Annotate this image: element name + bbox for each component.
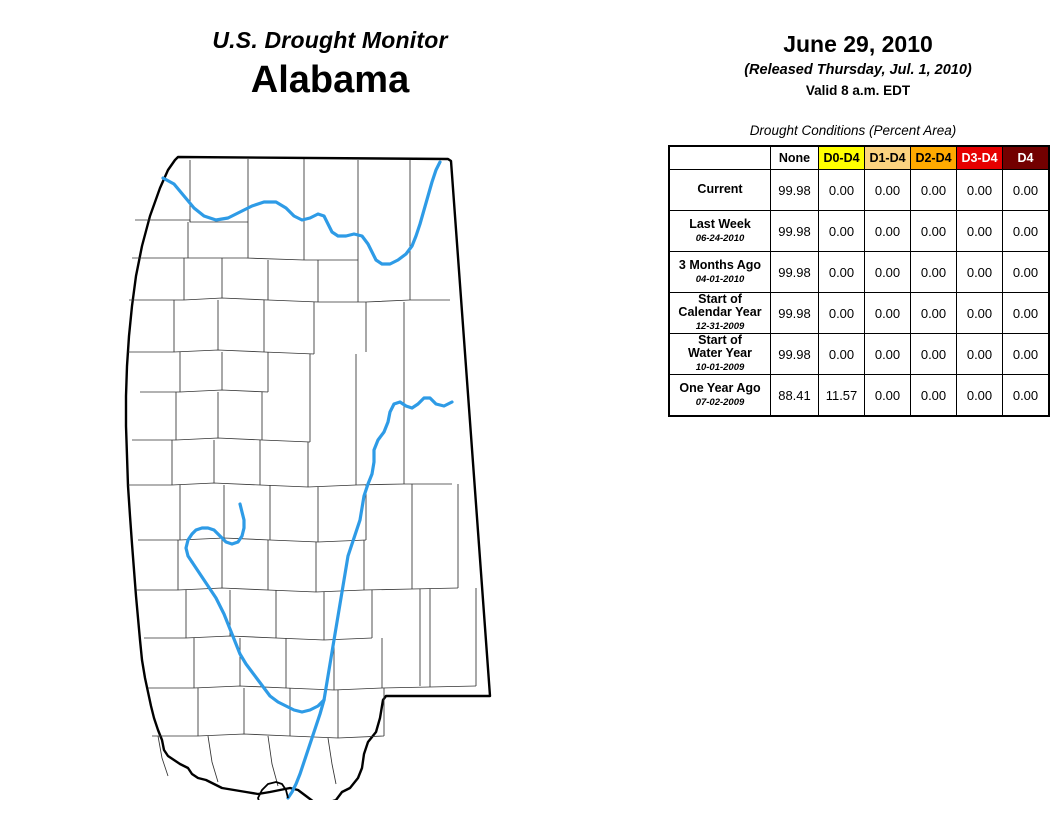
table-row: 3 Months Ago 04-01-2010 99.98 0.00 0.00 … bbox=[668, 251, 1050, 293]
alabama-map-svg bbox=[124, 155, 492, 800]
cell-d0-d4: 0.00 bbox=[818, 169, 865, 211]
column-header-d1-d4: D1-D4 bbox=[864, 145, 911, 170]
program-title: U.S. Drought Monitor bbox=[212, 27, 448, 53]
valid-time: Valid 8 a.m. EDT bbox=[805, 83, 911, 98]
header-spacer bbox=[669, 146, 771, 170]
cell-d1-d4: 0.00 bbox=[864, 210, 911, 252]
row-date: 06-24-2010 bbox=[695, 232, 745, 244]
row-name: Start of Water Year bbox=[688, 333, 752, 360]
cell-d4: 0.00 bbox=[1002, 374, 1050, 417]
cell-d4: 0.00 bbox=[1002, 169, 1050, 211]
cell-none: 88.41 bbox=[770, 374, 819, 417]
cell-none: 99.98 bbox=[770, 292, 819, 334]
released-date: (Released Thursday, Jul. 1, 2010) bbox=[744, 62, 972, 78]
row-name: Start of Calendar Year bbox=[678, 292, 762, 319]
cell-d2-d4: 0.00 bbox=[910, 333, 957, 375]
cell-d2-d4: 0.00 bbox=[910, 210, 957, 252]
cell-d3-d4: 0.00 bbox=[956, 169, 1003, 211]
title-block: U.S. Drought Monitor Alabama bbox=[0, 26, 660, 104]
info-panel: June 29, 2010 (Released Thursday, Jul. 1… bbox=[660, 0, 1056, 816]
cell-d0-d4: 11.57 bbox=[818, 374, 865, 417]
cell-d2-d4: 0.00 bbox=[910, 169, 957, 211]
table-row: Current 99.98 0.00 0.00 0.00 0.00 0.00 bbox=[668, 169, 1050, 211]
cell-d3-d4: 0.00 bbox=[956, 251, 1003, 293]
cell-d4: 0.00 bbox=[1002, 251, 1050, 293]
cell-d3-d4: 0.00 bbox=[956, 210, 1003, 252]
alabama-map[interactable] bbox=[118, 140, 578, 800]
table-row: Last Week 06-24-2010 99.98 0.00 0.00 0.0… bbox=[668, 210, 1050, 252]
row-label-start-of-calendar-year: Start of Calendar Year 12-31-2009 bbox=[668, 292, 771, 334]
cell-d2-d4: 0.00 bbox=[910, 374, 957, 417]
cell-d0-d4: 0.00 bbox=[818, 292, 865, 334]
drought-conditions-table: None D0-D4 D1-D4 D2-D4 D3-D4 D4 Current … bbox=[668, 145, 1050, 417]
cell-d3-d4: 0.00 bbox=[956, 374, 1003, 417]
coastline-detail bbox=[257, 781, 289, 800]
cell-d0-d4: 0.00 bbox=[818, 251, 865, 293]
column-header-d2-d4: D2-D4 bbox=[910, 145, 957, 170]
column-header-d3-d4: D3-D4 bbox=[956, 145, 1003, 170]
row-name: Last Week bbox=[689, 216, 751, 231]
row-label-current: Current bbox=[668, 169, 771, 211]
table-row: Start of Calendar Year 12-31-2009 99.98 … bbox=[668, 292, 1050, 334]
cell-none: 99.98 bbox=[770, 333, 819, 375]
table-row: One Year Ago 07-02-2009 88.41 11.57 0.00… bbox=[668, 374, 1050, 417]
cell-d2-d4: 0.00 bbox=[910, 251, 957, 293]
row-name: Current bbox=[697, 182, 743, 196]
cell-none: 99.98 bbox=[770, 210, 819, 252]
cell-d1-d4: 0.00 bbox=[864, 251, 911, 293]
cell-d1-d4: 0.00 bbox=[864, 292, 911, 334]
cell-d1-d4: 0.00 bbox=[864, 333, 911, 375]
column-header-d4: D4 bbox=[1002, 145, 1050, 170]
rivers bbox=[161, 160, 454, 800]
cell-d4: 0.00 bbox=[1002, 210, 1050, 252]
table-caption: Drought Conditions (Percent Area) bbox=[749, 123, 957, 138]
row-date: 04-01-2010 bbox=[695, 273, 745, 285]
row-label-last-week: Last Week 06-24-2010 bbox=[668, 210, 771, 252]
cell-none: 99.98 bbox=[770, 251, 819, 293]
cell-d4: 0.00 bbox=[1002, 333, 1050, 375]
state-title: Alabama bbox=[250, 59, 410, 101]
column-header-none: None bbox=[770, 145, 819, 170]
cell-d3-d4: 0.00 bbox=[956, 292, 1003, 334]
cell-d0-d4: 0.00 bbox=[818, 210, 865, 252]
cell-d4: 0.00 bbox=[1002, 292, 1050, 334]
table-header-row: None D0-D4 D1-D4 D2-D4 D3-D4 D4 bbox=[669, 145, 1050, 170]
row-label-3-months-ago: 3 Months Ago 04-01-2010 bbox=[668, 251, 771, 293]
row-date: 10-01-2009 bbox=[695, 362, 745, 373]
date-block: June 29, 2010 (Released Thursday, Jul. 1… bbox=[660, 30, 1056, 100]
county-boundaries bbox=[128, 159, 477, 787]
cell-d2-d4: 0.00 bbox=[910, 292, 957, 334]
table-row: Start of Water Year 10-01-2009 99.98 0.0… bbox=[668, 333, 1050, 375]
table-header: None D0-D4 D1-D4 D2-D4 D3-D4 D4 bbox=[669, 145, 1050, 170]
column-header-d0-d4: D0-D4 bbox=[818, 145, 865, 170]
row-name: 3 Months Ago bbox=[678, 257, 762, 272]
valid-date: June 29, 2010 bbox=[783, 31, 933, 57]
cell-d0-d4: 0.00 bbox=[818, 333, 865, 375]
row-date: 12-31-2009 bbox=[695, 321, 745, 332]
row-name: One Year Ago bbox=[679, 380, 761, 395]
cell-none: 99.98 bbox=[770, 169, 819, 211]
table-body: Current 99.98 0.00 0.00 0.00 0.00 0.00 L… bbox=[668, 169, 1050, 417]
cell-d1-d4: 0.00 bbox=[864, 169, 911, 211]
row-label-start-of-water-year: Start of Water Year 10-01-2009 bbox=[668, 333, 771, 375]
cell-d3-d4: 0.00 bbox=[956, 333, 1003, 375]
row-label-one-year-ago: One Year Ago 07-02-2009 bbox=[668, 374, 771, 417]
cell-d1-d4: 0.00 bbox=[864, 374, 911, 417]
map-panel: U.S. Drought Monitor Alabama bbox=[0, 26, 660, 800]
row-date: 07-02-2009 bbox=[695, 396, 745, 408]
